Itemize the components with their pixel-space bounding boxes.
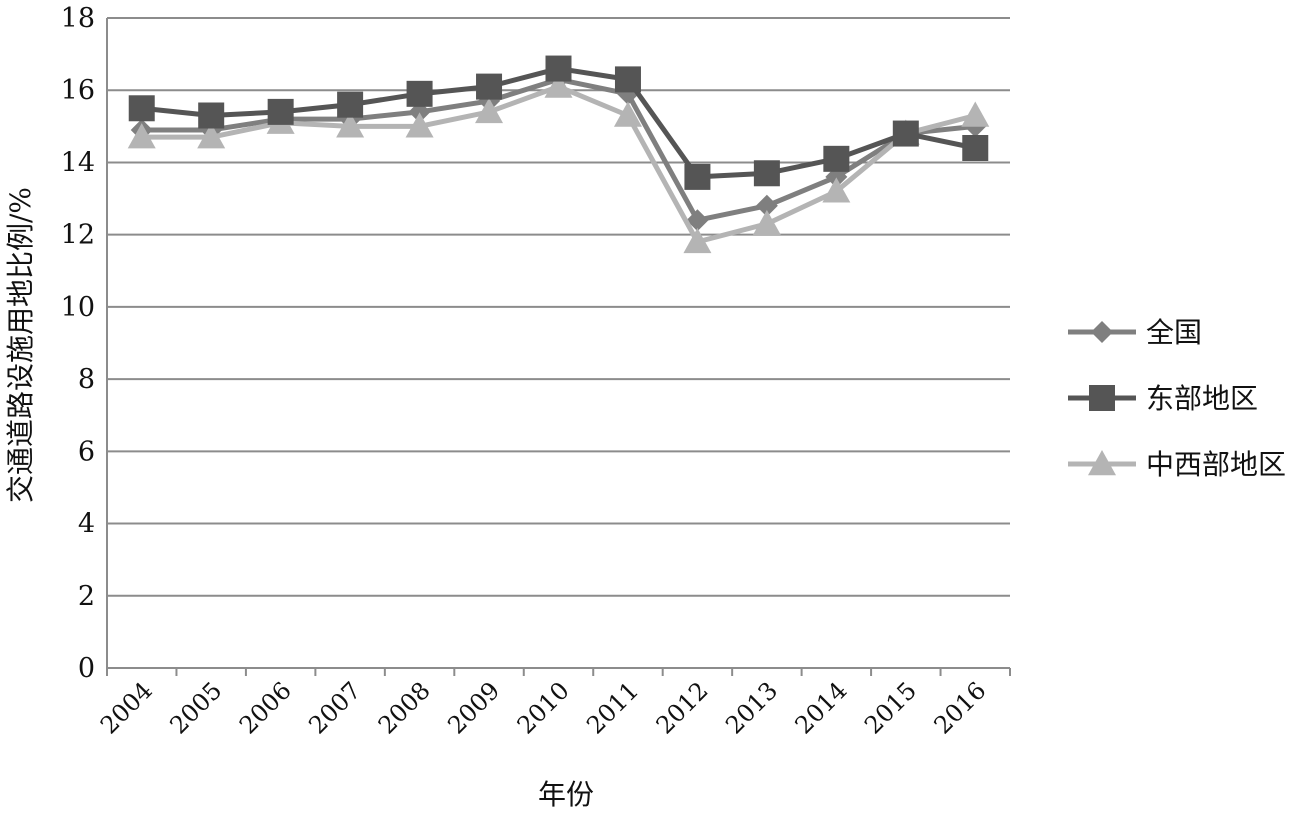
y-tick-label: 12 xyxy=(61,220,95,251)
y-tick-label: 2 xyxy=(78,581,95,612)
data-point xyxy=(613,101,642,127)
x-tick-label: 2008 xyxy=(373,676,436,739)
data-point xyxy=(336,112,365,138)
y-tick-label: 14 xyxy=(61,147,95,178)
x-tick-label: 2011 xyxy=(581,676,644,739)
x-axis-title: 年份 xyxy=(538,778,594,811)
y-tick-label: 18 xyxy=(61,3,95,34)
data-point xyxy=(683,227,712,254)
series-line xyxy=(141,76,976,223)
legend-label: 中西部地区 xyxy=(1146,448,1286,481)
data-point xyxy=(823,145,850,172)
legend-marker xyxy=(1088,450,1116,476)
legend-entry: 全国 xyxy=(1068,316,1202,349)
data-point xyxy=(337,91,364,118)
data-point xyxy=(822,177,851,203)
gridlines xyxy=(107,17,1010,597)
data-point xyxy=(127,123,156,149)
x-tick-label: 2010 xyxy=(512,676,575,739)
legend-entry: 东部地区 xyxy=(1068,382,1258,415)
data-point xyxy=(753,160,780,187)
data-point xyxy=(128,95,155,122)
legend-label: 全国 xyxy=(1146,316,1202,349)
y-tick-label: 8 xyxy=(78,364,95,395)
data-point xyxy=(684,163,711,190)
data-point xyxy=(614,66,641,93)
data-point xyxy=(752,209,781,236)
data-point xyxy=(686,209,709,232)
series-group xyxy=(127,55,990,254)
x-tick-label: 2014 xyxy=(790,676,853,739)
x-tick-label: 2012 xyxy=(651,676,714,739)
data-point xyxy=(267,98,294,125)
data-point xyxy=(197,123,226,149)
x-tick-label: 2013 xyxy=(720,676,783,739)
x-tick-label: 2009 xyxy=(442,676,505,739)
legend-entry: 中西部地区 xyxy=(1068,448,1286,481)
data-point xyxy=(892,120,919,147)
x-tick-label: 2004 xyxy=(95,676,158,739)
x-tick-label: 2015 xyxy=(859,676,922,739)
y-tick-label: 10 xyxy=(61,292,95,323)
data-point xyxy=(475,97,504,124)
data-point xyxy=(755,194,778,217)
legend-label: 东部地区 xyxy=(1146,382,1258,415)
data-point xyxy=(476,73,503,100)
series-line xyxy=(141,84,976,245)
data-point xyxy=(544,72,573,98)
y-tick-label: 16 xyxy=(61,75,95,106)
legend-marker xyxy=(1089,385,1115,411)
x-tick-label: 2005 xyxy=(164,676,227,739)
x-tick-label: 2006 xyxy=(234,676,297,739)
data-point xyxy=(962,135,989,161)
y-tick-label: 4 xyxy=(78,509,95,540)
y-axis-title: 交通道路设施用地比例/% xyxy=(4,187,37,503)
series-square xyxy=(128,55,989,190)
data-point xyxy=(406,80,433,107)
data-point xyxy=(545,55,572,82)
data-point xyxy=(405,112,434,138)
legend-marker xyxy=(1091,321,1113,343)
y-tick-label: 6 xyxy=(78,436,95,467)
data-point xyxy=(198,102,225,129)
x-tick-label: 2016 xyxy=(929,676,992,739)
data-point xyxy=(961,101,990,127)
x-tick-label: 2007 xyxy=(303,676,366,739)
y-tick-label: 0 xyxy=(78,653,95,684)
